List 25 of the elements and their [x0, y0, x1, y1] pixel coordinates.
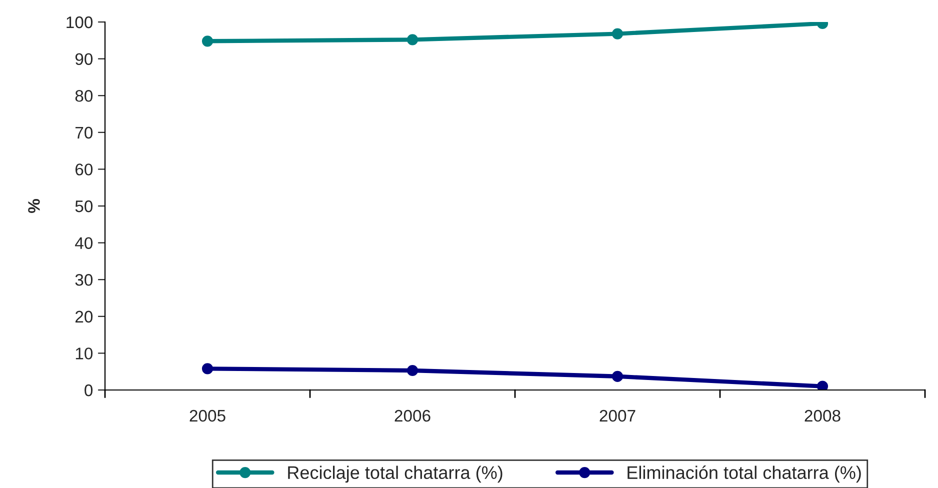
y-tick-label: 10 — [76, 348, 93, 360]
x-tick-label: 2005 — [190, 410, 226, 422]
y-tick-label: 30 — [75, 274, 93, 286]
x-tick-label: 2006 — [394, 410, 430, 422]
legend-label: Reciclaje total chatarra (%) — [288, 466, 502, 483]
y-tick-label: 90 — [75, 53, 93, 66]
point — [612, 370, 624, 382]
y-tick-label: 50 — [75, 200, 93, 212]
y-tick-label: 60 — [76, 164, 93, 176]
y-tick-label: 0 — [84, 384, 93, 396]
x-tick-label: 2008 — [804, 410, 840, 422]
y-tick-label: 40 — [75, 237, 93, 250]
point — [612, 28, 624, 40]
y-tick-label: 100 — [66, 16, 93, 28]
y-tick-label: 70 — [76, 126, 93, 139]
y-tick-label: 20 — [75, 310, 93, 323]
point — [202, 36, 214, 47]
point — [406, 364, 418, 376]
legend-label: Eliminación total chatarra (%) — [628, 466, 861, 483]
y-tick-label: 80 — [75, 90, 93, 102]
point — [406, 34, 418, 46]
point — [816, 380, 828, 390]
point — [202, 363, 214, 374]
x-tick-label: 2007 — [600, 410, 636, 422]
y-axis-title: % — [28, 199, 40, 213]
